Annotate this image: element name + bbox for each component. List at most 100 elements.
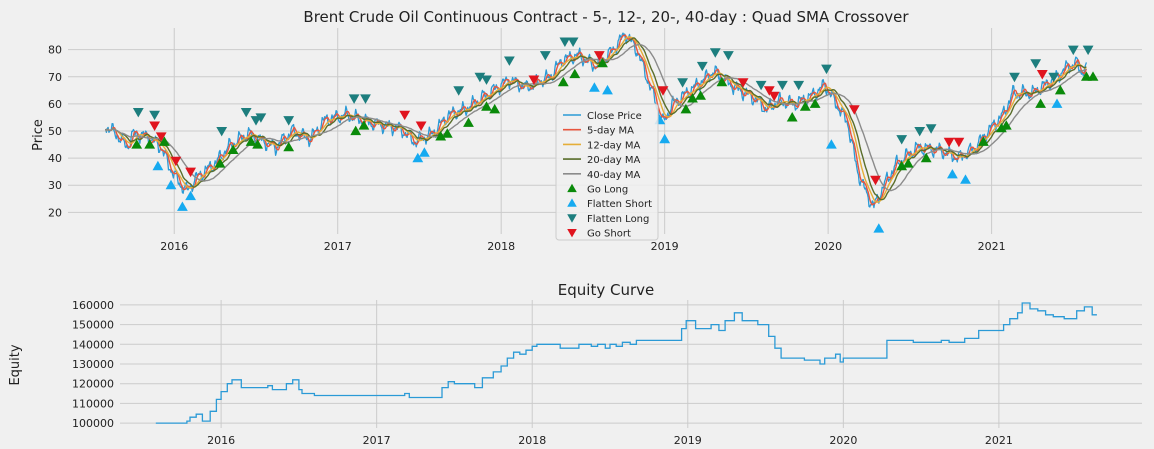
legend-entry: Go Short (587, 229, 631, 240)
marker-go-long (463, 117, 474, 127)
marker-go-long (902, 158, 914, 168)
price-x-tick-label: 2019 (651, 240, 679, 253)
marker-go-long (214, 158, 226, 168)
marker-flatten-long (925, 124, 937, 134)
marker-flatten-short (152, 160, 164, 171)
price-y-tick-label: 60 (48, 98, 62, 111)
price-y-tick-label: 20 (48, 206, 62, 219)
marker-go-long (695, 90, 706, 100)
marker-flatten-long (132, 108, 144, 118)
legend-entry: 12-day MA (587, 140, 641, 151)
equity-x-tick-label: 2018 (518, 434, 546, 447)
marker-go-short (943, 137, 955, 148)
legend-marker-swatch (567, 214, 577, 223)
marker-flatten-long (453, 86, 465, 96)
marker-go-short (953, 137, 965, 148)
marker-go-long (716, 76, 728, 87)
marker-go-long (350, 125, 362, 136)
price-x-tick-label: 2016 (160, 240, 188, 253)
marker-go-long (687, 93, 698, 103)
legend-marker-swatch (567, 229, 577, 238)
marker-flatten-long (1030, 59, 1042, 69)
marker-go-short (415, 121, 427, 131)
marker-flatten-long (914, 127, 926, 137)
equity-x-tick-label: 2021 (985, 434, 1013, 447)
marker-go-long (597, 57, 608, 68)
equity-y-tick-label: 120000 (72, 378, 114, 391)
marker-go-long (1054, 84, 1066, 95)
marker-flatten-short (165, 179, 177, 190)
marker-go-long (252, 139, 263, 149)
marker-go-long (481, 101, 492, 111)
price-y-axis-label: Price (31, 119, 46, 151)
marker-flatten-long (821, 64, 832, 75)
marker-go-long (283, 141, 295, 152)
marker-go-short (763, 86, 775, 96)
equity-chart: Equity Curve Equity 100000 110000 120000 13… (8, 281, 1142, 447)
equity-y-ticks: 100000 110000 120000 130000 140000 150000 1600… (72, 299, 114, 430)
marker-go-long (920, 152, 932, 163)
price-y-ticks: 20 30 40 50 60 70 80 (48, 44, 62, 220)
marker-flatten-short (177, 201, 188, 211)
marker-flatten-short (1051, 98, 1063, 108)
marker-go-short (1036, 70, 1048, 80)
equity-y-axis-label: Equity (8, 344, 23, 385)
marker-go-long (144, 139, 156, 149)
marker-flatten-long (777, 80, 788, 91)
marker-go-short (170, 156, 182, 167)
marker-flatten-long (360, 94, 371, 104)
marker-go-short (870, 175, 881, 186)
marker-go-long (358, 120, 370, 130)
marker-go-long (569, 68, 581, 79)
price-chart-title: Brent Crude Oil Continuous Contract - 5-… (303, 8, 909, 26)
marker-go-long (227, 144, 239, 154)
marker-flatten-long (1009, 72, 1020, 83)
marker-flatten-long (723, 51, 734, 61)
marker-flatten-long (559, 37, 571, 47)
legend-entry: 20-day MA (587, 155, 641, 166)
marker-go-short (155, 132, 167, 142)
marker-go-short (737, 78, 749, 88)
marker-go-short (185, 167, 196, 178)
equity-x-tick-label: 2019 (674, 434, 702, 447)
marker-go-short (149, 121, 160, 131)
marker-go-long (996, 122, 1007, 133)
marker-go-long (786, 112, 798, 122)
marker-flatten-short (826, 139, 837, 149)
marker-flatten-long (348, 94, 360, 104)
signal-markers (131, 37, 1099, 233)
marker-go-long (680, 103, 692, 114)
marker-flatten-long (709, 48, 721, 58)
price-x-tick-label: 2017 (324, 240, 352, 253)
series-5-day-ma (104, 34, 1088, 206)
equity-x-ticks: 2016 2017 2018 2019 2020 2021 (207, 434, 1013, 447)
marker-go-short (657, 86, 669, 96)
marker-flatten-short (659, 133, 671, 144)
marker-go-long (159, 136, 170, 146)
legend-entry: 40-day MA (587, 170, 641, 181)
marker-flatten-long (696, 61, 708, 72)
legend-marker-swatch (567, 183, 577, 193)
marker-flatten-short (960, 174, 971, 184)
legend-entry: Close Price (587, 111, 642, 122)
marker-go-long (809, 98, 821, 108)
equity-y-tick-label: 110000 (72, 397, 114, 410)
marker-go-short (593, 51, 605, 61)
marker-flatten-short (419, 147, 430, 157)
marker-flatten-long (149, 110, 160, 121)
price-x-tick-label: 2020 (814, 240, 842, 253)
marker-go-long (1035, 98, 1046, 108)
series-40-day-ma (104, 43, 1087, 192)
marker-flatten-short (873, 223, 885, 233)
price-y-tick-label: 50 (48, 125, 62, 138)
marker-flatten-long (539, 51, 551, 61)
marker-go-short (528, 75, 540, 85)
marker-go-long (245, 136, 257, 146)
price-chart: Brent Crude Oil Continuous Contract - 5-… (31, 8, 1142, 253)
marker-go-long (1000, 120, 1012, 130)
marker-flatten-long (283, 116, 295, 126)
marker-flatten-long (793, 80, 805, 91)
price-x-ticks: 2016 2017 2018 2019 2020 2021 (160, 240, 1005, 253)
marker-flatten-long (1082, 45, 1094, 56)
marker-go-short (768, 91, 780, 102)
